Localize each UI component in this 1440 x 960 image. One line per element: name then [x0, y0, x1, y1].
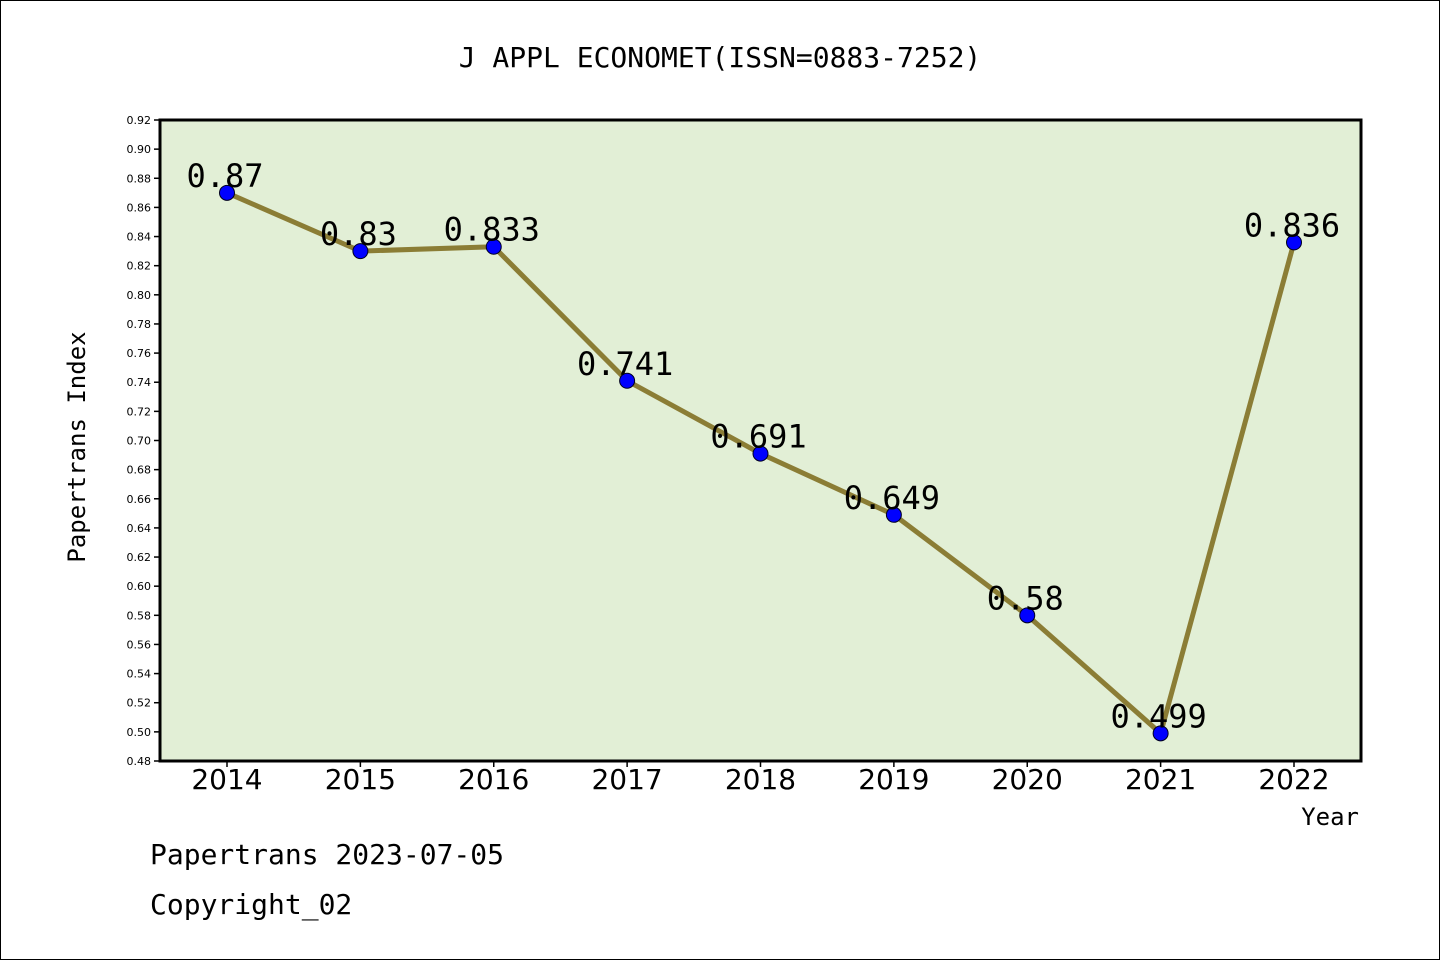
data-label: 0.499	[1110, 697, 1206, 735]
y-tick-label: 0.48	[127, 755, 152, 768]
y-tick-label: 0.58	[127, 609, 152, 622]
chart-title: J APPL ECONOMET(ISSN=0883-7252)	[459, 41, 982, 74]
data-point	[1286, 234, 1302, 251]
x-tick-label: 2020	[992, 763, 1063, 796]
y-tick-label: 0.60	[127, 580, 152, 593]
plot-area	[158, 118, 1363, 763]
y-axis-label: Papertrans Index	[63, 331, 91, 562]
y-tick-label: 0.86	[127, 201, 152, 214]
data-label: 0.87	[186, 157, 263, 195]
y-tick-label: 0.66	[127, 493, 152, 506]
y-tick-label: 0.84	[127, 231, 152, 244]
y-tick-label: 0.76	[127, 347, 152, 360]
y-tick-label: 0.64	[127, 522, 152, 535]
x-tick-label: 2022	[1258, 763, 1329, 796]
y-tick-label: 0.92	[127, 114, 152, 127]
data-point	[1152, 725, 1169, 742]
y-axis: 0.48 0.50 0.52 0.54 0.56 0.58 0.60 0.62 0.64 0.66…	[127, 114, 160, 768]
x-tick-label: 2019	[858, 763, 929, 796]
y-tick-label: 0.82	[127, 260, 152, 273]
data-point	[885, 506, 902, 523]
x-tick-label: 2014	[191, 763, 262, 796]
y-tick-label: 0.50	[127, 726, 152, 739]
data-label: 0.83	[320, 215, 397, 253]
y-tick-label: 0.72	[127, 405, 152, 418]
data-point	[619, 372, 636, 389]
footer-date: Papertrans 2023-07-05	[150, 838, 504, 871]
x-tick-label: 2016	[458, 763, 529, 796]
data-point	[485, 238, 502, 255]
y-tick-label: 0.80	[127, 289, 152, 302]
data-point	[352, 243, 369, 260]
y-tick-label: 0.88	[127, 172, 152, 185]
y-tick-label: 0.52	[127, 697, 152, 710]
footer-copyright: Copyright_02	[150, 888, 352, 922]
x-axis: 2014 2015 2016 2017 2018 2019 2020 2021 2022	[191, 761, 1330, 796]
y-tick-label: 0.90	[127, 143, 152, 156]
y-tick-label: 0.54	[127, 668, 152, 681]
x-tick-label: 2021	[1125, 763, 1196, 796]
x-axis-label: Year	[1301, 803, 1359, 831]
data-label: 0.836	[1244, 206, 1340, 244]
y-tick-label: 0.62	[127, 551, 152, 564]
x-tick-label: 2015	[325, 763, 396, 796]
data-point	[219, 184, 235, 201]
y-tick-label: 0.74	[127, 376, 152, 389]
x-tick-label: 2018	[725, 763, 796, 796]
y-tick-label: 0.56	[127, 638, 152, 651]
y-tick-label: 0.70	[127, 435, 152, 448]
data-label: 0.691	[710, 418, 806, 456]
y-tick-label: 0.68	[127, 464, 152, 477]
data-label: 0.649	[844, 479, 940, 517]
data-label: 0.741	[577, 345, 673, 383]
y-tick-label: 0.78	[127, 318, 152, 331]
x-tick-label: 2017	[591, 763, 662, 796]
data-point	[1019, 607, 1036, 624]
data-label: 0.833	[444, 211, 540, 249]
data-point	[752, 445, 769, 462]
series-layer: 0.87 0.83 0.833 0.741 0.691 0.649 0.58 0.499 0.8…	[186, 157, 1340, 742]
data-label: 0.58	[987, 579, 1064, 617]
